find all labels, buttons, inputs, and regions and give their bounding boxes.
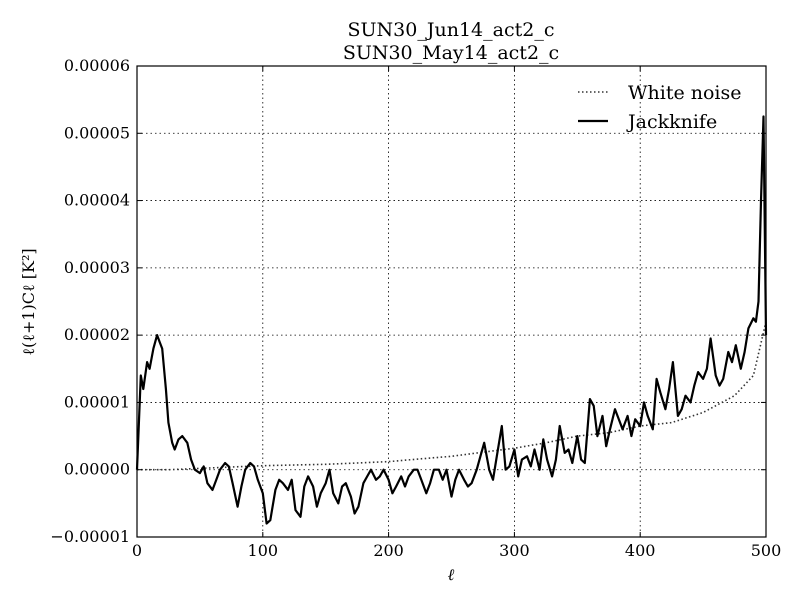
y-tick-label: 0.00001 — [64, 392, 130, 411]
tick-marks — [136, 65, 767, 538]
y-tick-label: 0.00003 — [64, 258, 130, 277]
x-tick-label: 500 — [751, 541, 782, 560]
y-tick-label: 0.00006 — [64, 56, 130, 75]
x-tick-label: 0 — [132, 541, 142, 560]
y-tick-label: 0.00002 — [64, 325, 130, 344]
series-layer — [135, 115, 768, 525]
legend-label-white-noise: White noise — [628, 82, 742, 104]
x-axis-label: ℓ — [448, 565, 455, 584]
plot-frame — [136, 65, 767, 538]
chart-title-line-1: SUN30_Jun14_act2_c — [348, 19, 555, 41]
legend: White noise Jackknife — [578, 82, 742, 133]
y-tick-label: 0.00005 — [64, 123, 130, 142]
y-tick-label: −0.00001 — [50, 527, 130, 546]
x-tick-label: 200 — [373, 541, 404, 560]
y-tick-labels: −0.00001 0.00000 0.00001 0.00002 0.00003 0.00… — [50, 56, 130, 546]
x-tick-label: 400 — [625, 541, 656, 560]
x-tick-label: 100 — [248, 541, 279, 560]
y-tick-label: 0.00004 — [64, 191, 130, 210]
x-tick-label: 300 — [499, 541, 530, 560]
y-axis-label: ℓ(ℓ+1)Cℓ [K²] — [19, 248, 38, 355]
x-tick-labels: 0 100 200 300 400 500 — [132, 541, 781, 560]
chart-title-line-2: SUN30_May14_act2_c — [343, 42, 559, 64]
series-line-jackknife — [135, 115, 768, 525]
legend-label-jackknife: Jackknife — [626, 111, 717, 133]
y-tick-label: 0.00000 — [64, 460, 130, 479]
